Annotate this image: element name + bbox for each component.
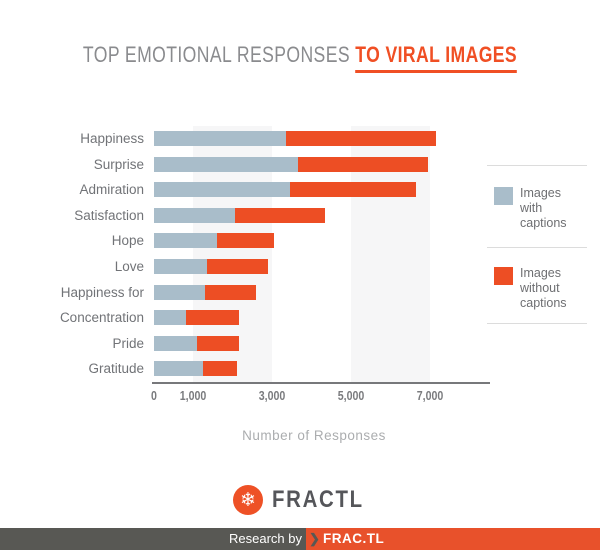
- category-label: Love: [114, 258, 144, 274]
- stacked-bar: [154, 310, 239, 326]
- bar-row: [154, 331, 490, 357]
- bar-row: [154, 280, 490, 306]
- category-label: Happiness: [80, 131, 144, 146]
- bar-chart-plot: [154, 126, 490, 382]
- page-title: TOP EMOTIONAL RESPONSES TO VIRAL IMAGES: [60, 42, 540, 73]
- stacked-bar: [154, 361, 237, 377]
- title-orange-part: TO VIRAL IMAGES: [355, 42, 518, 73]
- bar-segment: [154, 284, 206, 300]
- bar-segment: [154, 310, 186, 326]
- x-axis-line: [152, 382, 490, 384]
- category-labels: Happiness Surprise Admiration Satisfaction H…: [0, 126, 144, 382]
- snowflake-icon: ❄: [233, 485, 263, 515]
- stacked-bar: [154, 156, 428, 172]
- chevron-right-icon: ❯: [309, 531, 320, 546]
- category-label: Concentration: [59, 310, 144, 326]
- x-axis-tick-label: 0: [151, 389, 157, 403]
- stacked-bar: [154, 284, 257, 300]
- footer-bar: Research by ❯ FRAC.TL: [0, 528, 600, 550]
- x-axis-title: Number of Responses: [242, 428, 386, 443]
- bar-segment: [207, 258, 269, 274]
- stacked-bar: [154, 207, 326, 223]
- bar-row: [154, 228, 490, 254]
- bar-segment: [285, 131, 436, 146]
- footer-research-by: Research by: [0, 528, 306, 550]
- stacked-bar: [154, 233, 275, 249]
- x-axis-tick-label: 3,000: [258, 389, 286, 403]
- bar-rows: [154, 126, 490, 382]
- stacked-bar: [154, 335, 239, 351]
- fractl-logo-text: FRACTL: [272, 486, 364, 513]
- bar-segment: [154, 207, 235, 223]
- legend-item-without-captions: Images without captions: [494, 266, 594, 310]
- legend-label: Images without captions: [520, 266, 567, 310]
- bar-row: [154, 177, 490, 203]
- title-gray-part: TOP EMOTIONAL RESPONSES: [82, 42, 356, 67]
- category-label: Happiness for: [60, 284, 144, 300]
- x-axis-tick-label: 1,000: [180, 389, 207, 403]
- bar-segment: [154, 156, 298, 172]
- bar-segment: [234, 207, 326, 223]
- footer-brand-link[interactable]: FRAC.TL: [323, 531, 385, 546]
- bar-segment: [154, 258, 208, 274]
- bar-segment: [154, 361, 204, 377]
- bar-segment: [197, 335, 239, 351]
- stacked-bar: [154, 182, 416, 198]
- legend-item-with-captions: Images with captions: [494, 186, 594, 230]
- legend-divider-top: [487, 165, 587, 166]
- legend-swatch-blue: [494, 187, 513, 205]
- legend-divider-bottom: [487, 323, 587, 324]
- bar-segment: [217, 233, 275, 249]
- bar-segment: [205, 284, 257, 300]
- bar-row: [154, 126, 490, 152]
- bar-segment: [154, 335, 198, 351]
- bar-segment: [297, 156, 428, 172]
- bar-row: [154, 152, 490, 178]
- bar-row: [154, 356, 490, 382]
- bar-segment: [154, 233, 218, 249]
- stacked-bar: [154, 131, 436, 146]
- bar-row: [154, 203, 490, 229]
- legend-label: Images with captions: [520, 186, 567, 230]
- category-label: Surprise: [93, 156, 144, 172]
- x-axis-tick-label: 5,000: [337, 389, 365, 403]
- bar-row: [154, 305, 490, 331]
- stacked-bar: [154, 258, 269, 274]
- category-label: Admiration: [79, 182, 144, 198]
- bar-segment: [203, 361, 237, 377]
- bar-segment: [185, 310, 239, 326]
- legend-swatch-orange: [494, 267, 513, 285]
- category-label: Hope: [111, 233, 144, 249]
- legend-divider-middle: [487, 247, 587, 248]
- x-axis-tick-label: 7,000: [416, 389, 444, 403]
- category-label: Gratitude: [88, 361, 144, 377]
- bar-segment: [154, 182, 290, 198]
- bar-segment: [154, 131, 286, 146]
- bar-row: [154, 254, 490, 280]
- category-label: Satisfaction: [74, 207, 144, 223]
- category-label: Pride: [112, 335, 144, 351]
- bar-segment: [289, 182, 416, 198]
- fractl-logo: ❄ FRACTL: [233, 485, 380, 515]
